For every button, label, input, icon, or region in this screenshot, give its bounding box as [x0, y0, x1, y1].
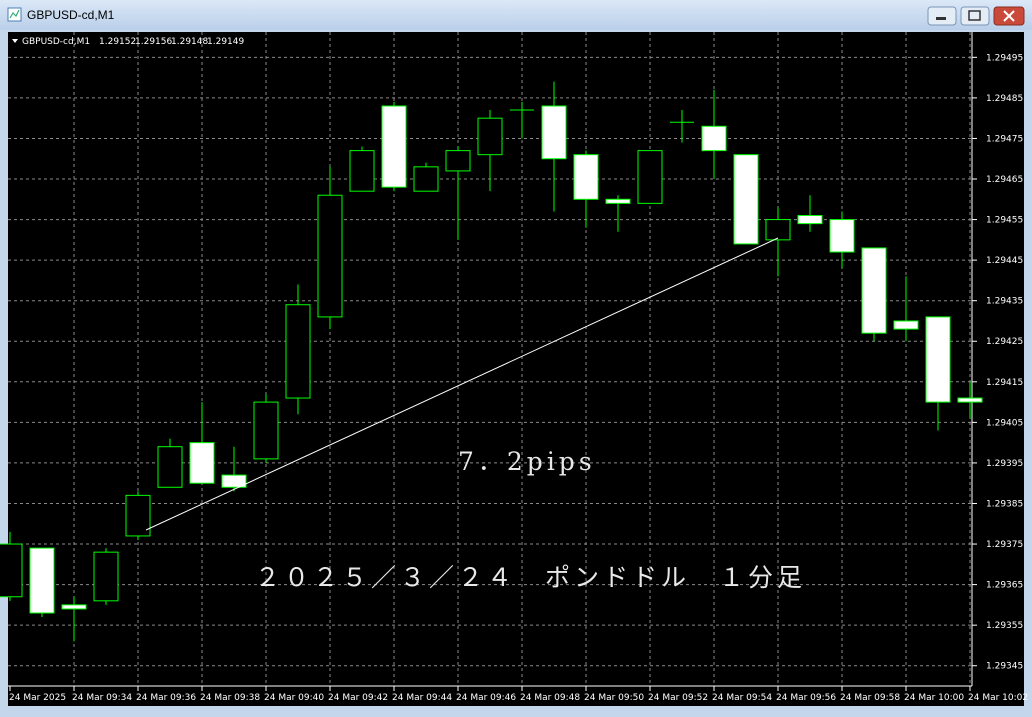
y-tick-label: 1.29375 [986, 540, 1023, 550]
x-tick-label: 24 Mar 09:40 [264, 693, 324, 703]
candle-body [253, 401, 279, 460]
title-bar [0, 0, 1032, 30]
y-tick-label: 1.29415 [986, 378, 1023, 388]
y-tick-label: 1.29455 [986, 216, 1023, 226]
candle-body [733, 154, 759, 245]
candle-body [541, 105, 567, 160]
y-tick-label: 1.29355 [986, 621, 1023, 631]
x-tick-label: 24 Mar 09:46 [456, 693, 516, 703]
y-tick-label: 1.29495 [986, 53, 1023, 63]
candle-body [0, 543, 23, 598]
x-tick-label: 24 Mar 10:00 [904, 693, 964, 703]
x-tick-label: 24 Mar 2025 [9, 693, 66, 703]
candle-body [701, 125, 727, 152]
header-value: 1.29152 [99, 37, 136, 47]
candle-body [829, 219, 855, 253]
trend-line [145, 237, 779, 531]
minimize-glyph [936, 17, 946, 20]
y-tick-label: 1.29445 [986, 256, 1023, 266]
x-tick-label: 24 Mar 09:36 [136, 693, 196, 703]
x-tick-label: 24 Mar 09:34 [72, 693, 132, 703]
chart-background [8, 32, 1024, 706]
candle-body [285, 304, 311, 399]
candle-body [637, 150, 663, 204]
candle-body [221, 474, 247, 488]
candle-body [29, 547, 55, 614]
candle-body [477, 117, 503, 156]
x-tick-label: 24 Mar 09:54 [712, 693, 772, 703]
symbol-menu-arrow[interactable] [12, 39, 18, 43]
candle-body [189, 442, 215, 484]
x-tick-label: 24 Mar 09:56 [776, 693, 836, 703]
y-tick-label: 1.29365 [986, 581, 1023, 591]
candle-body [957, 397, 983, 403]
x-tick-label: 24 Mar 10:02 [968, 693, 1028, 703]
restore-glyph [968, 10, 981, 21]
candle-body [765, 219, 791, 241]
candle-body [413, 166, 439, 192]
candle-body [893, 320, 919, 330]
y-tick-label: 1.29485 [986, 94, 1023, 104]
minimize-button[interactable] [927, 6, 957, 26]
window-icon-glyph [9, 9, 20, 19]
grid: 1.29495 1.29485 1.29475 1.29465 1.29455 1.294… [8, 32, 1028, 703]
candle-body [445, 150, 471, 172]
symbol-label: GBPUSD-cd,M1 [22, 37, 90, 47]
candle-body [93, 551, 119, 602]
x-tick-label: 24 Mar 09:44 [392, 693, 452, 703]
y-tick-label: 1.29405 [986, 418, 1023, 428]
candle-body [317, 194, 343, 318]
candle-body [61, 604, 87, 610]
y-tick-label: 1.29345 [986, 662, 1023, 672]
window-buttons [927, 6, 1025, 26]
candle-body [125, 494, 151, 537]
candle-body [573, 154, 599, 200]
y-tick-label: 1.29435 [986, 297, 1023, 307]
x-tick-label: 24 Mar 09:38 [200, 693, 260, 703]
annotation: 7．2pips [458, 447, 596, 476]
header-value: 1.29149 [207, 37, 244, 47]
restore-button[interactable] [960, 6, 990, 26]
y-tick-label: 1.29425 [986, 337, 1023, 347]
candle-body [861, 247, 887, 334]
x-tick-label: 24 Mar 09:42 [328, 693, 388, 703]
y-tick-label: 1.29385 [986, 499, 1023, 509]
candle-body [605, 198, 631, 204]
candles [0, 81, 983, 642]
x-tick-label: 24 Mar 09:58 [840, 693, 900, 703]
x-tick-label: 24 Mar 09:48 [520, 693, 580, 703]
y-tick-label: 1.29465 [986, 175, 1023, 185]
y-tick-label: 1.29395 [986, 459, 1023, 469]
candle-body [797, 215, 823, 225]
x-tick-label: 24 Mar 09:50 [584, 693, 644, 703]
candle-body [925, 316, 951, 403]
header-value: 1.29156 [135, 37, 172, 47]
candle-body [381, 105, 407, 188]
y-tick-label: 1.29475 [986, 134, 1023, 144]
candle-body [349, 150, 375, 192]
window-title: GBPUSD-cd,M1 [27, 8, 115, 22]
header-value: 1.29148 [171, 37, 208, 47]
close-glyph [1003, 10, 1015, 22]
candle-body [157, 446, 183, 488]
x-tick-label: 24 Mar 09:52 [648, 693, 708, 703]
annotation: ２０２５／３／２４ ポンドドル １分足 [255, 563, 806, 592]
